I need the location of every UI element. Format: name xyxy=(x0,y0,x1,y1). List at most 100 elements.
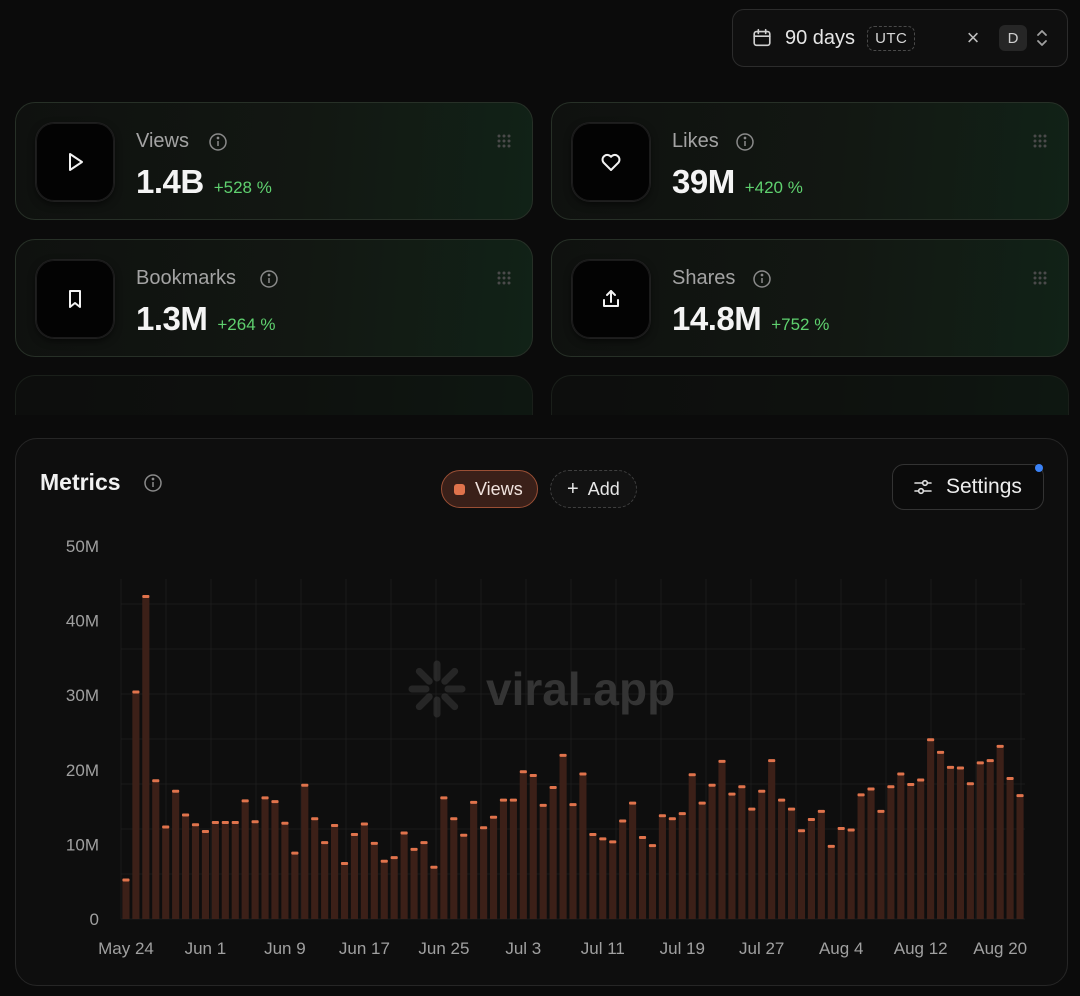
bar-cap xyxy=(380,859,388,863)
bar-cap xyxy=(827,844,835,848)
x-tick-label: Jun 17 xyxy=(339,939,390,958)
share-icon xyxy=(603,290,619,307)
stat-card-shares[interactable]: Shares 14.8M +752 % xyxy=(551,239,1069,357)
stat-card-views[interactable]: Views 1.4B +528 % xyxy=(15,102,533,220)
bar-cap xyxy=(360,822,368,826)
bar-cap xyxy=(976,761,984,765)
bar-cap xyxy=(182,813,190,817)
bar-cap xyxy=(152,779,160,783)
bar-cap xyxy=(460,833,468,837)
bar xyxy=(877,812,885,919)
bar-cap xyxy=(450,817,458,821)
bar xyxy=(350,835,359,919)
bar xyxy=(261,799,269,919)
bar xyxy=(807,821,815,919)
views-bar-chart[interactable]: viral.app 0 10M 20M 30M 40M 50M May 24 Jun 1 Jun … xyxy=(16,439,1067,985)
bar xyxy=(480,829,488,919)
bar-cap xyxy=(569,803,577,807)
bar xyxy=(569,806,577,919)
bar xyxy=(946,768,955,919)
bar-cap xyxy=(191,823,200,827)
bar xyxy=(748,810,756,919)
stat-card-likes[interactable]: Likes 39M +420 % xyxy=(551,102,1069,220)
bar xyxy=(827,847,835,919)
bar xyxy=(936,753,945,919)
bar xyxy=(996,747,1004,919)
bar-cap xyxy=(867,787,875,791)
x-tick-label: Jul 19 xyxy=(660,939,705,958)
x-tick-label: May 24 xyxy=(98,939,154,958)
bar-cap xyxy=(251,820,259,824)
bar-cap xyxy=(1016,794,1024,798)
bar xyxy=(301,786,309,919)
bar-cap xyxy=(797,829,806,833)
bar-cap xyxy=(887,785,895,789)
x-tick-label: Aug 4 xyxy=(819,939,863,958)
bar xyxy=(867,790,875,919)
x-tick-label: Jul 27 xyxy=(739,939,784,958)
info-icon[interactable] xyxy=(735,132,755,152)
stat-value: 39M xyxy=(672,163,735,200)
bar xyxy=(390,859,398,919)
shares-icon-box xyxy=(572,260,650,338)
info-icon[interactable] xyxy=(208,132,228,152)
x-tick-label: Aug 12 xyxy=(894,939,948,958)
settings-button[interactable]: Settings xyxy=(892,464,1044,510)
bar xyxy=(460,836,468,919)
bar xyxy=(162,828,170,919)
bar-cap xyxy=(231,821,239,825)
bar-cap xyxy=(201,829,210,833)
info-icon[interactable] xyxy=(259,269,279,289)
bar-cap xyxy=(589,832,597,836)
views-chip-label: Views xyxy=(475,478,523,499)
bar xyxy=(440,799,448,919)
stat-delta: +752 % xyxy=(771,315,830,334)
bar-cap xyxy=(966,782,974,786)
bar xyxy=(837,829,845,919)
bar xyxy=(340,865,349,919)
date-range-picker[interactable]: 90 days UTC × D xyxy=(732,9,1068,67)
bar-cap xyxy=(748,807,756,811)
bar xyxy=(658,817,666,919)
bar xyxy=(976,764,984,919)
granularity-badge[interactable]: D xyxy=(999,25,1027,51)
drag-handle-icon[interactable] xyxy=(496,270,512,286)
x-tick-label: Jun 1 xyxy=(185,939,227,958)
plus-icon: + xyxy=(567,477,579,500)
bar-cap xyxy=(609,840,617,844)
bar xyxy=(599,840,607,919)
stat-card-partial xyxy=(15,375,533,415)
views-series-chip[interactable]: Views xyxy=(441,470,538,508)
bar-cap xyxy=(936,750,945,754)
bar-cap xyxy=(390,856,398,860)
clear-range-icon[interactable]: × xyxy=(966,25,980,50)
bar xyxy=(450,820,458,919)
y-tick-label: 20M xyxy=(66,761,99,780)
chevron-updown-icon[interactable] xyxy=(1035,26,1049,50)
bar-cap xyxy=(172,789,180,793)
info-icon[interactable] xyxy=(143,473,163,493)
timezone-badge[interactable]: UTC xyxy=(867,25,916,51)
bar-cap xyxy=(470,800,478,804)
add-series-button[interactable]: + Add xyxy=(550,470,637,508)
sliders-icon xyxy=(914,479,932,495)
drag-handle-icon[interactable] xyxy=(496,133,512,149)
bar xyxy=(797,832,806,919)
y-tick-label: 0 xyxy=(90,910,99,929)
drag-handle-icon[interactable] xyxy=(1032,133,1048,149)
bar xyxy=(708,786,716,919)
bar xyxy=(638,838,647,919)
bar-cap xyxy=(738,785,746,789)
drag-handle-icon[interactable] xyxy=(1032,270,1048,286)
bar xyxy=(817,812,825,919)
stat-delta: +264 % xyxy=(217,315,276,334)
metrics-title: Metrics xyxy=(40,469,121,495)
bar-cap xyxy=(410,847,418,851)
bar xyxy=(986,762,994,919)
bar-cap xyxy=(241,799,249,803)
bar xyxy=(331,827,339,919)
stat-label: Bookmarks xyxy=(136,267,237,289)
bar-cap xyxy=(996,744,1004,748)
stat-card-bookmarks[interactable]: Bookmarks 1.3M +264 % xyxy=(15,239,533,357)
info-icon[interactable] xyxy=(752,269,772,289)
